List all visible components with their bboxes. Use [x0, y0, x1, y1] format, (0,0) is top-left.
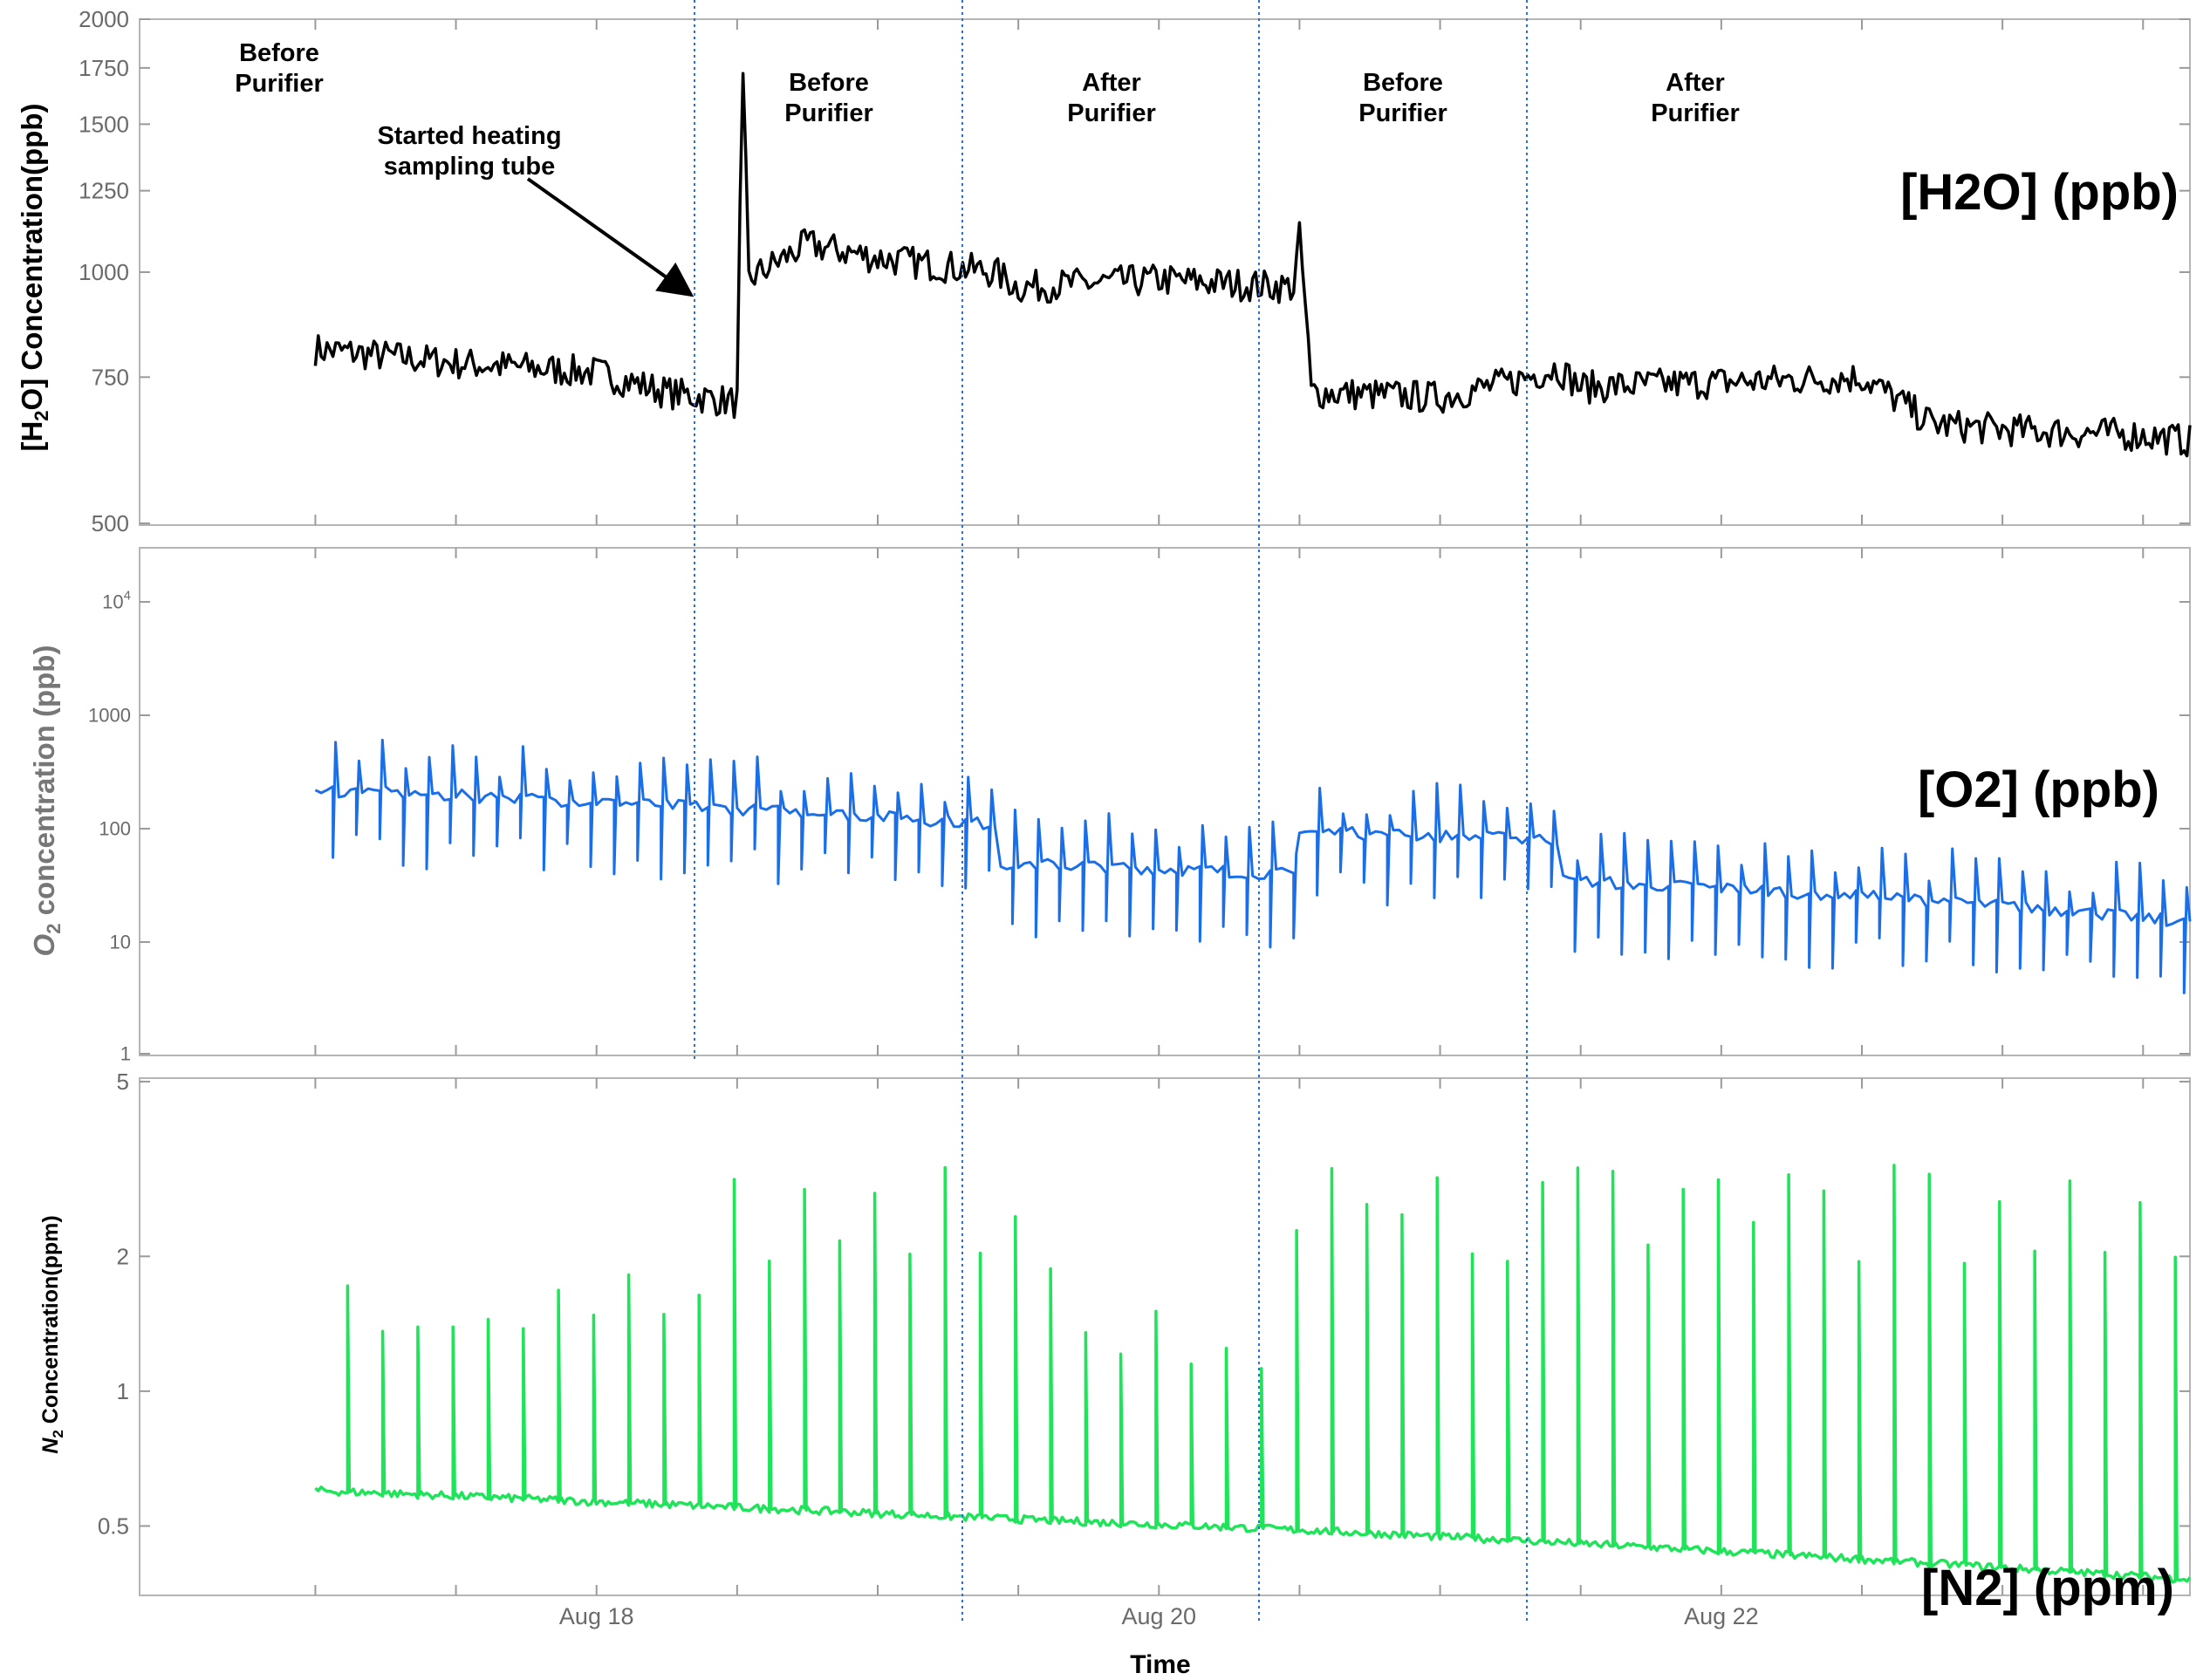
phase-label: Before Purifier [1358, 69, 1447, 127]
n2-series-line [314, 1164, 2192, 1584]
phase-label: Before Purifier [784, 69, 873, 127]
y-tick-label: 2000 [79, 6, 129, 32]
y-tick-label: 750 [92, 364, 129, 390]
x-axis-title: Time [1130, 1650, 1190, 1679]
y-tick-label: 5 [117, 1069, 129, 1095]
y-tick-label: 500 [92, 510, 129, 536]
o2-series-label: [O2] (ppb) [1918, 761, 2159, 818]
y-tick-label: 104 [102, 589, 131, 613]
y-tick-label: 1250 [79, 178, 129, 204]
heating-arrow [526, 177, 694, 297]
h2o-series-line [313, 72, 2192, 458]
y-tick-label: 1500 [79, 111, 129, 137]
y-tick-label: 1 [117, 1378, 129, 1404]
x-tick-label: Aug 20 [1121, 1603, 1196, 1629]
h2o-series-label: [H2O] (ppb) [1900, 164, 2179, 221]
heating-annotation: Started heating sampling tube [377, 122, 561, 181]
y-tick-label: 1000 [79, 259, 129, 285]
phase-label: After Purifier [1651, 69, 1740, 127]
phase-label: Before Purifier [235, 39, 324, 98]
y-tick-label: 100 [99, 818, 131, 840]
y-tick-label: 0.5 [98, 1513, 129, 1540]
o2-axes-frame [139, 547, 2191, 1056]
y-tick-label: 1750 [79, 55, 129, 81]
y-tick-label: 1000 [88, 705, 131, 727]
phase-label: After Purifier [1067, 69, 1156, 127]
y-tick-label: 2 [117, 1243, 129, 1269]
data-series [313, 72, 2192, 1584]
x-tick-label: Aug 18 [559, 1603, 634, 1629]
phase-dividers [694, 0, 1528, 1622]
o2-series-line [314, 738, 2192, 994]
x-tick-label: Aug 22 [1684, 1603, 1759, 1629]
o2-ylabel: O2 concentration (ppb) [28, 645, 65, 957]
y-tick-label-exponent: 4 [124, 589, 131, 604]
n2-axes-frame [139, 1077, 2191, 1596]
y-tick-label: 1 [120, 1043, 131, 1065]
h2o-ylabel: [H2O] Concentration(ppb) [16, 103, 52, 451]
axis-ticks: 2000 1750 1500 1250 1000 750 500 104 1000 100 10 1 5… [79, 6, 2190, 1629]
y-tick-label: 10 [110, 932, 131, 953]
n2-series-label: [N2] (ppm) [1921, 1560, 2174, 1616]
n2-ylabel: N2 Concentration(ppm) [38, 1215, 66, 1453]
